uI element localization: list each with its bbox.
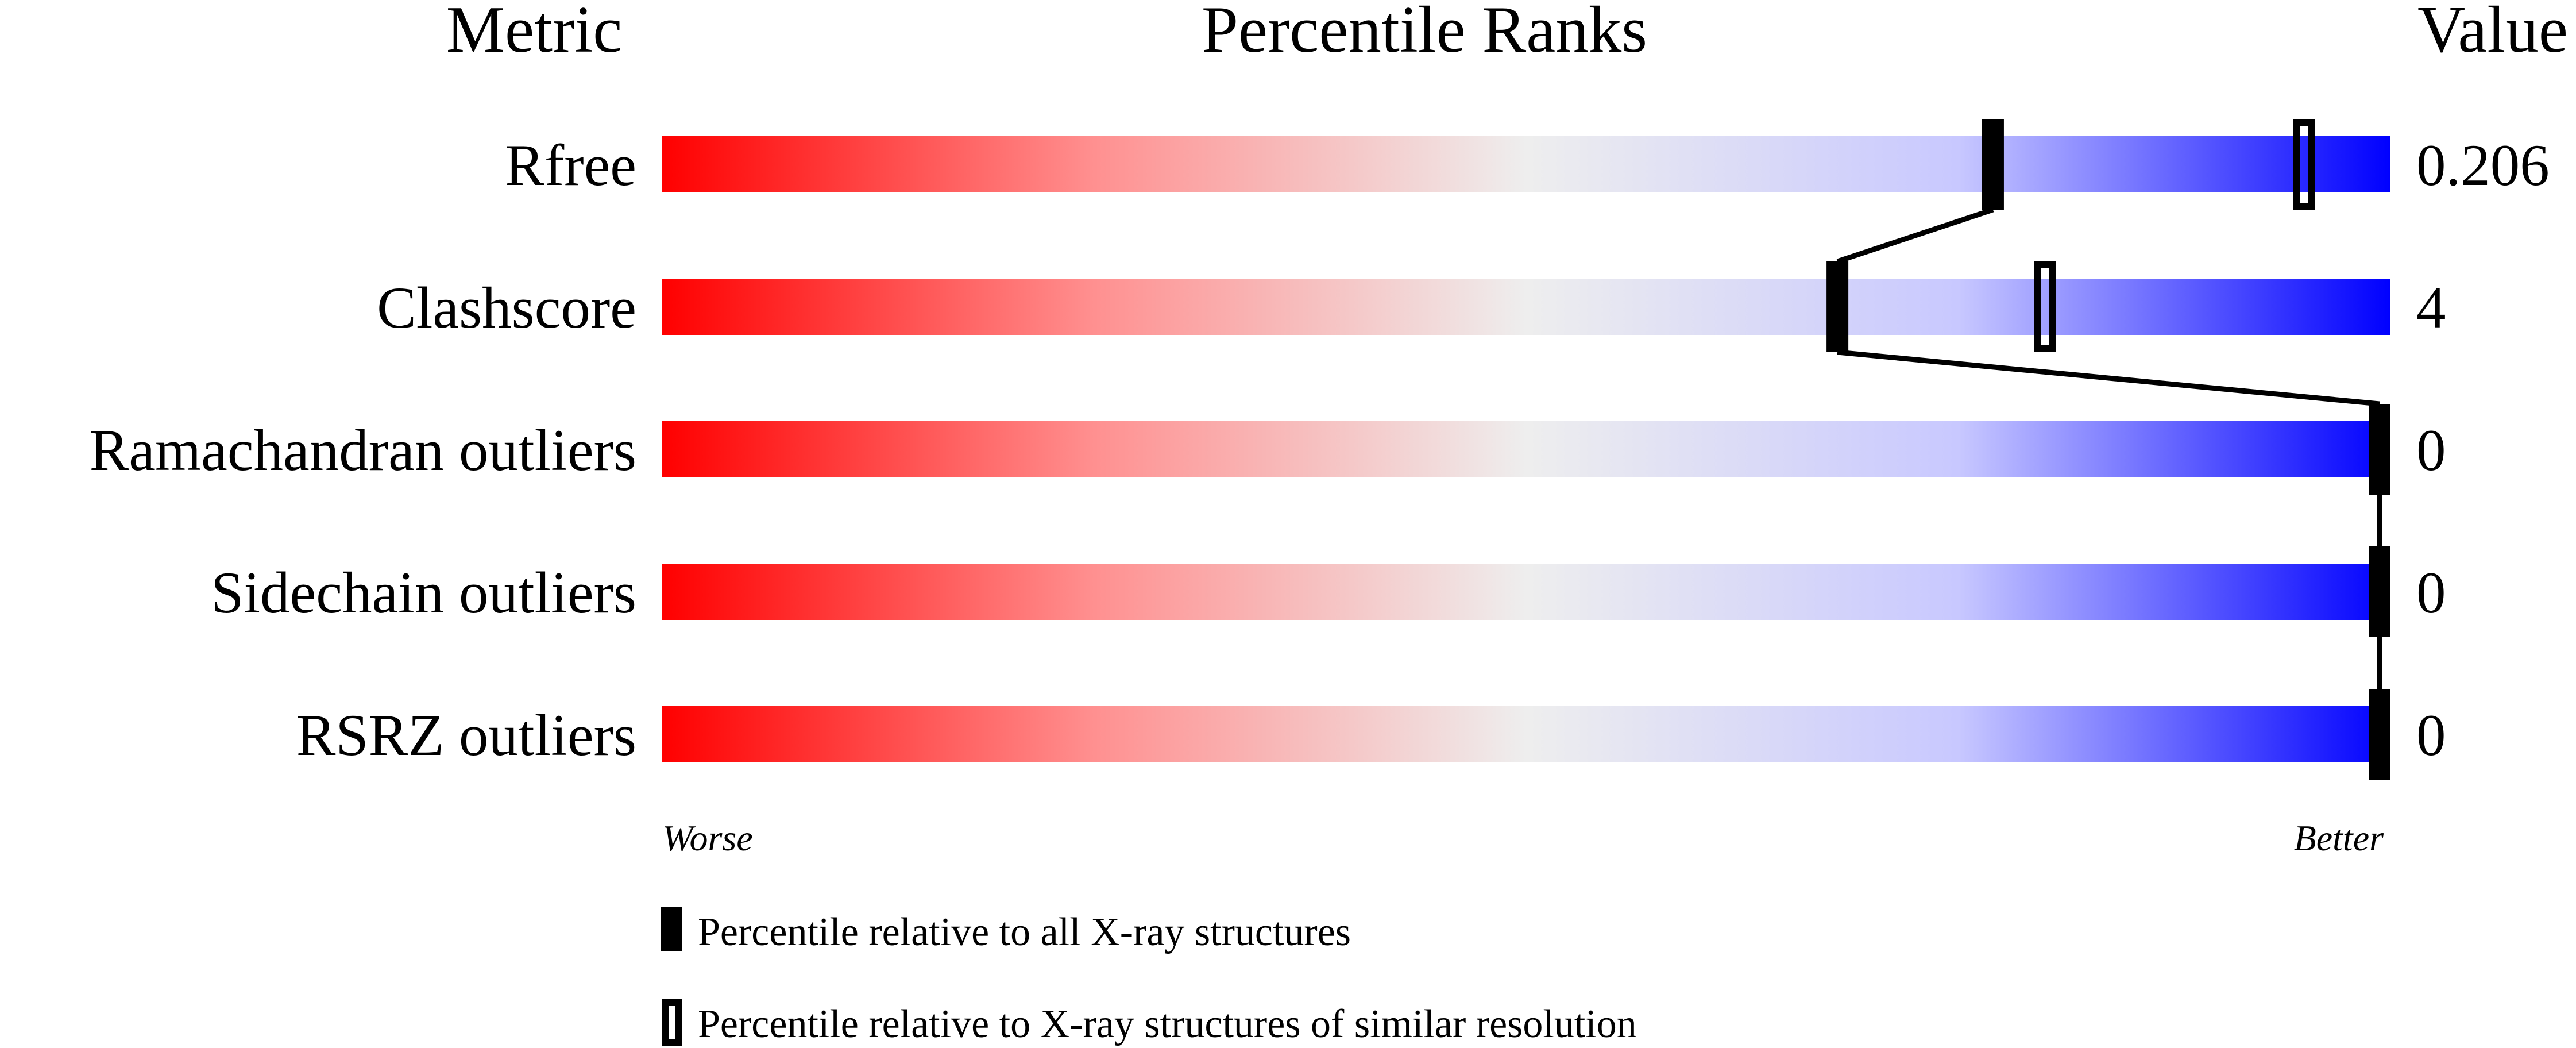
metric-label: Ramachandran outliers: [90, 418, 636, 483]
all-structures-marker: [1982, 119, 2004, 210]
legend-open-label: Percentile relative to X-ray structures …: [698, 1002, 1637, 1046]
metric-value: 0: [2416, 703, 2446, 768]
all-structures-marker: [1826, 261, 1849, 352]
percentile-bar: [662, 136, 2390, 192]
metric-value: 4: [2416, 275, 2446, 341]
legend-open-marker: [662, 999, 682, 1046]
percentile-bar: [662, 279, 2390, 335]
metric-value: 0: [2416, 560, 2446, 626]
metric-value: 0.206: [2416, 133, 2550, 198]
connector-line: [1836, 207, 1994, 264]
all-structures-marker: [2369, 689, 2390, 780]
similar-resolution-marker: [2034, 261, 2056, 352]
percentile-bar: [662, 706, 2390, 762]
legend-filled-marker: [661, 907, 682, 951]
metric-label: Clashscore: [377, 275, 636, 341]
all-structures-marker: [2369, 546, 2390, 637]
header-value: Value: [2417, 0, 2568, 66]
better-label: Better: [2294, 818, 2384, 858]
metric-label: RSRZ outliers: [296, 703, 636, 768]
header-metric: Metric: [446, 0, 623, 66]
worse-label: Worse: [662, 818, 753, 858]
percentile-bar: [662, 564, 2390, 620]
metric-label: Sidechain outliers: [211, 560, 636, 626]
legend-filled-label: Percentile relative to all X-ray structu…: [698, 910, 1351, 954]
connector-line: [1837, 349, 2380, 407]
chart-title: Percentile Ranks: [1202, 0, 1647, 66]
metric-label: Rfree: [505, 133, 636, 198]
percentile-bar: [662, 421, 2390, 477]
all-structures-marker: [2369, 404, 2390, 495]
similar-resolution-marker: [2293, 119, 2315, 210]
metric-value: 0: [2416, 418, 2446, 483]
